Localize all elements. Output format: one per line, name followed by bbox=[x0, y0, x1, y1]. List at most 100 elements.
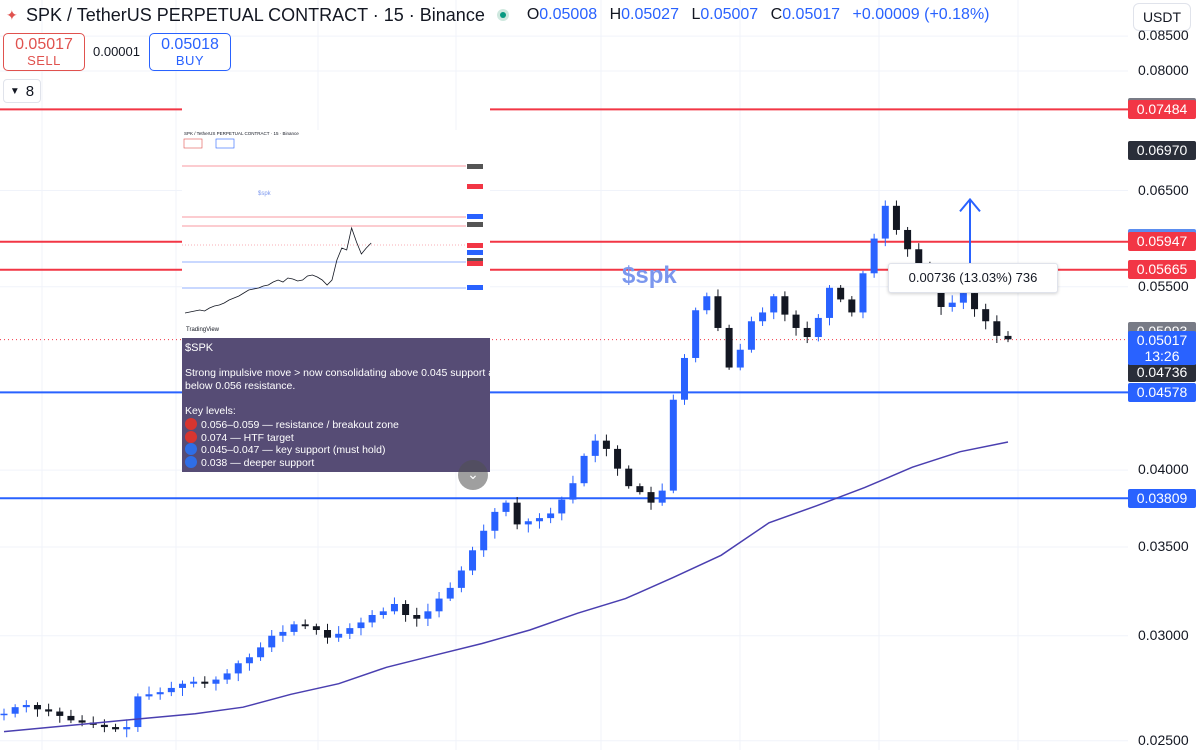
current-price-tag: 0.05017 13:26 bbox=[1128, 330, 1196, 365]
price-level-tag: 0.05665 bbox=[1128, 260, 1196, 280]
price-axis-label: 0.08500 bbox=[1138, 27, 1189, 44]
note-line: 0.056–0.059 — resistance / breakout zone bbox=[185, 418, 399, 432]
moving-average-line bbox=[3, 441, 1009, 733]
candle-body bbox=[848, 299, 856, 313]
candle-body bbox=[692, 310, 700, 358]
thumbnail-axis-tag bbox=[467, 250, 483, 255]
candle-body bbox=[636, 486, 644, 493]
candle-body bbox=[245, 657, 253, 664]
low-value: 0.05007 bbox=[700, 6, 759, 23]
thumbnail-label: $spk bbox=[258, 191, 271, 197]
price-axis-label: 0.04000 bbox=[1138, 461, 1189, 478]
thumbnail-title: SPK / TetherUS PERPETUAL CONTRACT · 15 ·… bbox=[184, 131, 299, 136]
candle-body bbox=[580, 455, 588, 484]
candle-body bbox=[167, 687, 175, 693]
candle-body bbox=[502, 502, 510, 512]
low-label: L bbox=[691, 6, 701, 23]
sell-button[interactable]: 0.05017 SELL bbox=[3, 33, 85, 71]
red-circle-icon bbox=[185, 430, 197, 443]
price-level-tag: 0.04578 bbox=[1128, 382, 1196, 402]
candle-body bbox=[959, 293, 967, 303]
candle-body bbox=[558, 499, 566, 514]
candle-body bbox=[402, 604, 410, 616]
blue-circle-icon bbox=[185, 443, 197, 456]
thumbnail-axis-tag bbox=[467, 214, 483, 219]
open-value: 0.05008 bbox=[539, 6, 598, 23]
candle-body bbox=[524, 521, 532, 525]
thumbnail-axis-tag bbox=[467, 164, 483, 169]
candle-body bbox=[234, 663, 242, 674]
sell-price: 0.05017 bbox=[15, 36, 73, 53]
candle-body bbox=[803, 327, 811, 338]
close-label: C bbox=[770, 6, 783, 23]
price-axis-label: 0.02500 bbox=[1138, 731, 1189, 748]
candle-body bbox=[747, 321, 755, 350]
candle-body bbox=[937, 286, 945, 307]
candle-body bbox=[78, 720, 86, 723]
candle-body bbox=[190, 681, 198, 684]
candle-body bbox=[223, 673, 231, 680]
candle-body bbox=[792, 314, 800, 328]
spread-value: 0.00001 bbox=[93, 44, 140, 59]
note-text-panel: $SPK Strong impulsive move > now consoli… bbox=[182, 338, 506, 472]
candle-body bbox=[212, 679, 220, 684]
candle-body bbox=[301, 624, 309, 627]
candle-body bbox=[112, 727, 120, 730]
current-price-value: 0.05017 bbox=[1136, 331, 1188, 348]
candle-body bbox=[145, 694, 153, 697]
candle-body bbox=[770, 296, 778, 313]
chevron-down-icon: ⌄ bbox=[467, 466, 479, 482]
candle-body bbox=[513, 502, 521, 525]
price-level-tag: 0.04736 bbox=[1128, 363, 1196, 383]
thumbnail-buy-box bbox=[215, 138, 235, 149]
buy-button[interactable]: 0.05018 BUY bbox=[149, 33, 231, 71]
candle-body bbox=[759, 312, 767, 322]
candle-body bbox=[614, 448, 622, 469]
candle-body bbox=[826, 287, 834, 318]
ohlc-values: O0.05008 H0.05027 L0.05007 C0.05017 +0.0… bbox=[519, 6, 990, 24]
candle-body bbox=[379, 611, 387, 616]
candle-body bbox=[591, 440, 599, 456]
candle-body bbox=[22, 704, 30, 708]
candle-body bbox=[904, 229, 912, 250]
price-chart[interactable] bbox=[0, 0, 1128, 750]
idea-note-card[interactable]: SPK / TetherUS PERPETUAL CONTRACT · 15 ·… bbox=[182, 130, 506, 472]
candle-body bbox=[56, 711, 64, 716]
candle-body bbox=[1004, 335, 1012, 340]
collapse-note-button[interactable]: ⌄ bbox=[458, 460, 488, 490]
buy-label: BUY bbox=[175, 53, 205, 68]
chart-text-annotation[interactable]: $spk bbox=[622, 262, 677, 289]
candle-body bbox=[647, 492, 655, 503]
thumbnail-axis-tag bbox=[467, 258, 483, 263]
red-circle-icon bbox=[185, 418, 197, 430]
candle-body bbox=[993, 321, 1001, 336]
candle-body bbox=[469, 550, 477, 571]
symbol-title[interactable]: SPK / TetherUS PERPETUAL CONTRACT · 15 ·… bbox=[26, 4, 485, 25]
candle-body bbox=[156, 692, 164, 695]
candle-body bbox=[892, 205, 900, 230]
price-axis-label: 0.08000 bbox=[1138, 62, 1189, 78]
candle-body bbox=[390, 604, 398, 612]
candle-body bbox=[491, 511, 499, 531]
indicators-toggle-button[interactable]: ▼ 8 bbox=[3, 79, 41, 103]
candle-body bbox=[625, 468, 633, 487]
symbol-header: ✦ SPK / TetherUS PERPETUAL CONTRACT · 15… bbox=[0, 0, 1128, 30]
price-axis-label: 0.06500 bbox=[1138, 181, 1189, 198]
candle-body bbox=[535, 518, 543, 522]
candle-body bbox=[257, 647, 265, 658]
high-value: 0.05027 bbox=[621, 6, 679, 23]
candle-body bbox=[547, 513, 555, 519]
candle-body bbox=[814, 317, 822, 338]
candle-body bbox=[11, 707, 19, 714]
candle-body bbox=[346, 628, 354, 634]
thumbnail-axis-tag bbox=[467, 184, 483, 189]
candle-body bbox=[435, 598, 443, 612]
candle-body bbox=[982, 309, 990, 322]
price-axis-label: 0.03500 bbox=[1138, 537, 1189, 554]
candle-body bbox=[669, 399, 677, 491]
candle-body bbox=[948, 302, 956, 307]
candle-body bbox=[268, 635, 276, 648]
thumbnail-brand: TradingView bbox=[186, 327, 220, 333]
currency-selector[interactable]: USDT bbox=[1133, 3, 1191, 31]
